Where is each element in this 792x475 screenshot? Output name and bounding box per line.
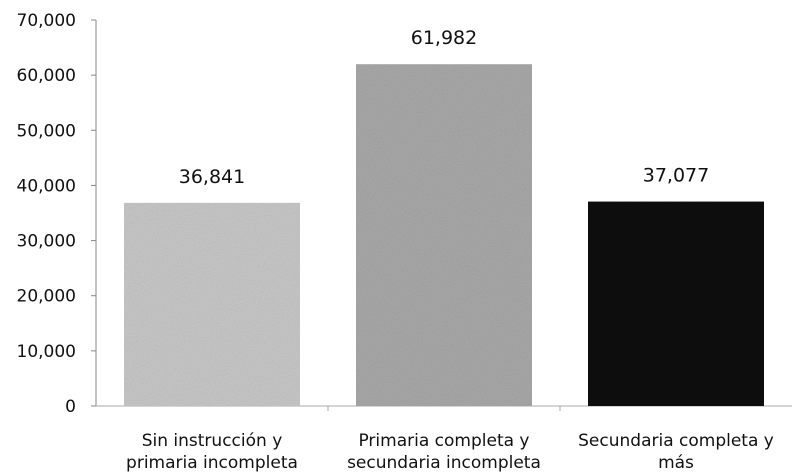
category-label: Secundaria completa y (578, 431, 774, 451)
category-label: Primaria completa y (358, 431, 529, 451)
y-axis-ticks: 0 10,000 20,000 30,000 40,000 50,000 60,000 70,… (17, 11, 96, 417)
bar (356, 64, 532, 407)
y-tick-label: 40,000 (17, 176, 76, 196)
category-label: secundaria incompleta (347, 453, 541, 473)
y-tick-label: 20,000 (17, 287, 76, 307)
y-tick-label: 70,000 (17, 11, 76, 31)
y-tick-label: 30,000 (17, 232, 76, 252)
data-label: 37,077 (643, 165, 709, 187)
y-tick-label: 60,000 (17, 66, 76, 86)
data-label: 36,841 (179, 166, 245, 188)
category-label: más (658, 453, 694, 473)
y-tick-label: 50,000 (17, 121, 76, 141)
bar (124, 202, 300, 406)
bar (588, 201, 764, 406)
category-label: primaria incompleta (126, 453, 298, 473)
y-tick-label: 0 (65, 397, 76, 417)
data-labels-group: 36,841 61,982 37,077 (179, 27, 709, 188)
data-label: 61,982 (411, 27, 477, 49)
y-tick-label: 10,000 (17, 342, 76, 362)
bars-group (124, 64, 764, 407)
category-label: Sin instrucción y (142, 431, 283, 451)
